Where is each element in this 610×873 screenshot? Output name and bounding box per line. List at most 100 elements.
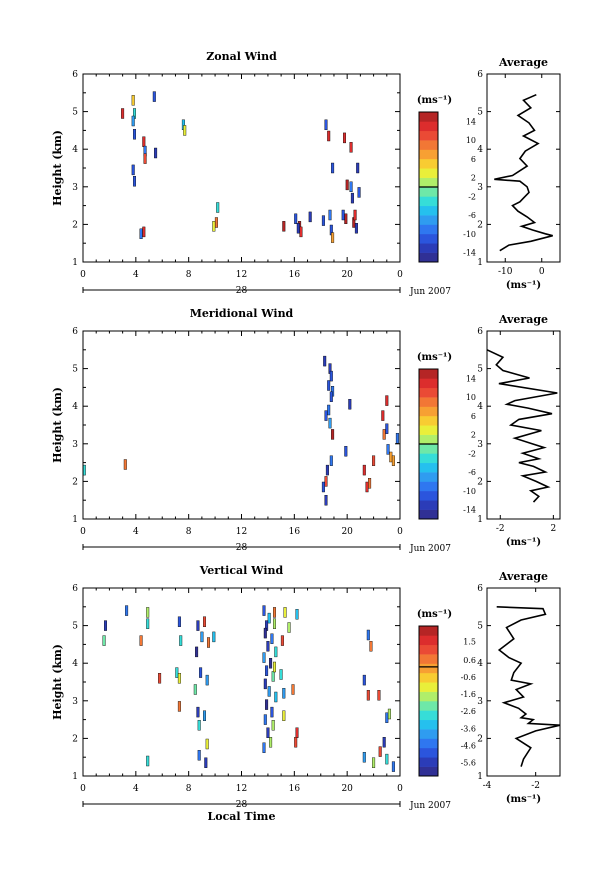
data-cell-37 bbox=[349, 181, 353, 193]
data-cell-41 bbox=[356, 162, 360, 174]
data-cell-13 bbox=[195, 646, 199, 658]
colorbar-swatch bbox=[419, 378, 438, 389]
colorbar-tick-label: -14 bbox=[463, 249, 476, 258]
data-cell-44 bbox=[270, 706, 274, 718]
colorbar-swatch bbox=[419, 415, 438, 426]
data-cell-29 bbox=[391, 455, 395, 466]
average-frame bbox=[486, 587, 561, 777]
avg-y-tick-label: 6 bbox=[477, 584, 483, 594]
data-cell-31 bbox=[273, 618, 277, 629]
data-cell-55 bbox=[280, 635, 284, 646]
x-axis-label: Local Time bbox=[208, 810, 276, 823]
colorbar-tick-label: -1.6 bbox=[461, 690, 476, 699]
avg-y-tick-label: 1 bbox=[477, 515, 483, 525]
data-cell-7 bbox=[179, 635, 183, 646]
colorbar-swatch bbox=[419, 644, 438, 655]
data-cell-6 bbox=[177, 616, 181, 627]
x-tick-label: 12 bbox=[236, 527, 247, 537]
data-cell-19 bbox=[282, 221, 286, 232]
colorbar-tick-label: -3.6 bbox=[461, 724, 476, 733]
x-tick-label: 4 bbox=[133, 784, 139, 794]
data-cell-17 bbox=[199, 667, 203, 678]
colorbar-tick-label: -2 bbox=[468, 449, 476, 458]
data-cell-24 bbox=[308, 211, 312, 223]
y-tick-label: 2 bbox=[72, 477, 78, 487]
x-tick-label: 0 bbox=[397, 527, 403, 537]
average-unit: (ms⁻¹) bbox=[506, 794, 541, 805]
colorbar-tick-label: -10 bbox=[463, 487, 476, 496]
data-cell-53 bbox=[287, 622, 291, 633]
colorbar: (ms⁻¹) 14 10 6 2 -2 -6 -10 -14 bbox=[417, 352, 476, 520]
data-cell-14 bbox=[158, 673, 162, 684]
x-tick-label: 0 bbox=[80, 527, 86, 537]
average-title: Average bbox=[498, 56, 548, 69]
y-tick-label: 1 bbox=[72, 515, 78, 525]
average-panel-3: Average 1 2 3 4 5 6 -4 -2 (ms⁻¹) bbox=[477, 570, 561, 805]
average-profile-line bbox=[486, 349, 558, 503]
avg-y-tick-label: 3 bbox=[477, 440, 483, 450]
colorbar-swatch bbox=[419, 121, 438, 132]
data-cell-23 bbox=[296, 222, 300, 234]
colorbar-tick-label: -0.6 bbox=[461, 673, 476, 682]
date-label: 28 bbox=[236, 543, 248, 553]
data-cell-46 bbox=[271, 720, 275, 731]
data-cell-18 bbox=[205, 674, 209, 686]
y-tick-label: 6 bbox=[72, 70, 78, 80]
average-profile-line bbox=[496, 606, 561, 767]
colorbar-tick-label: 14 bbox=[466, 374, 476, 383]
data-cells bbox=[102, 605, 395, 772]
data-cell-43 bbox=[265, 699, 269, 710]
colorbar-swatch bbox=[419, 462, 438, 473]
data-cell-43 bbox=[354, 222, 358, 234]
colorbar-swatch bbox=[419, 369, 438, 379]
data-cell-40 bbox=[353, 209, 357, 221]
colorbar-swatch bbox=[419, 149, 438, 160]
average-unit: (ms⁻¹) bbox=[506, 537, 541, 548]
data-cell-10 bbox=[200, 631, 204, 643]
y-tick-label: 5 bbox=[72, 365, 78, 375]
x-tick-label: 0 bbox=[80, 270, 86, 280]
data-cell-12 bbox=[212, 631, 216, 643]
colorbar-tick-label: -10 bbox=[463, 230, 476, 239]
avg-x-tick-label: 2 bbox=[550, 524, 556, 534]
avg-y-tick-label: 3 bbox=[477, 183, 483, 193]
data-cell-68 bbox=[387, 708, 391, 720]
data-cell-20 bbox=[294, 213, 298, 225]
y-tick-label: 5 bbox=[72, 622, 78, 632]
average-profile-line bbox=[494, 93, 553, 252]
data-cell-21 bbox=[196, 706, 200, 718]
data-cell-1 bbox=[152, 91, 156, 102]
colorbar-swatch bbox=[419, 444, 438, 454]
data-cell-7 bbox=[132, 128, 136, 140]
colorbar-swatch bbox=[419, 654, 438, 664]
colorbar-swatch bbox=[419, 719, 438, 730]
data-cell-10 bbox=[324, 410, 328, 421]
colorbar-tick-label: -4.6 bbox=[461, 741, 476, 750]
data-cell-58 bbox=[291, 684, 295, 695]
data-cell-42 bbox=[274, 691, 278, 703]
y-axis-label: Height (km) bbox=[51, 130, 64, 206]
colorbar-swatch bbox=[419, 158, 438, 169]
data-cell-24 bbox=[205, 738, 209, 750]
avg-y-tick-label: 3 bbox=[477, 697, 483, 707]
average-title: Average bbox=[498, 313, 548, 326]
colorbar-swatch bbox=[419, 701, 438, 711]
colorbar-swatch bbox=[419, 682, 438, 692]
data-cell-16 bbox=[212, 221, 216, 232]
data-cell-72 bbox=[372, 757, 376, 768]
data-cell-16 bbox=[177, 673, 181, 684]
colorbar-unit: (ms⁻¹) bbox=[417, 609, 452, 620]
data-cell-49 bbox=[262, 742, 266, 753]
data-cell-11 bbox=[206, 637, 210, 648]
average-panel-2: Average 1 2 3 4 5 6 -2 2 (ms⁻¹) bbox=[477, 313, 561, 548]
y-tick-label: 5 bbox=[72, 108, 78, 118]
y-tick-label: 4 bbox=[72, 402, 78, 412]
data-cell-36 bbox=[262, 652, 266, 663]
y-tick-label: 2 bbox=[72, 220, 78, 230]
x-tick-label: 20 bbox=[341, 784, 353, 794]
x-tick-label: 16 bbox=[289, 527, 301, 537]
y-tick-label: 3 bbox=[72, 697, 78, 707]
x-tick-label: 4 bbox=[133, 270, 139, 280]
